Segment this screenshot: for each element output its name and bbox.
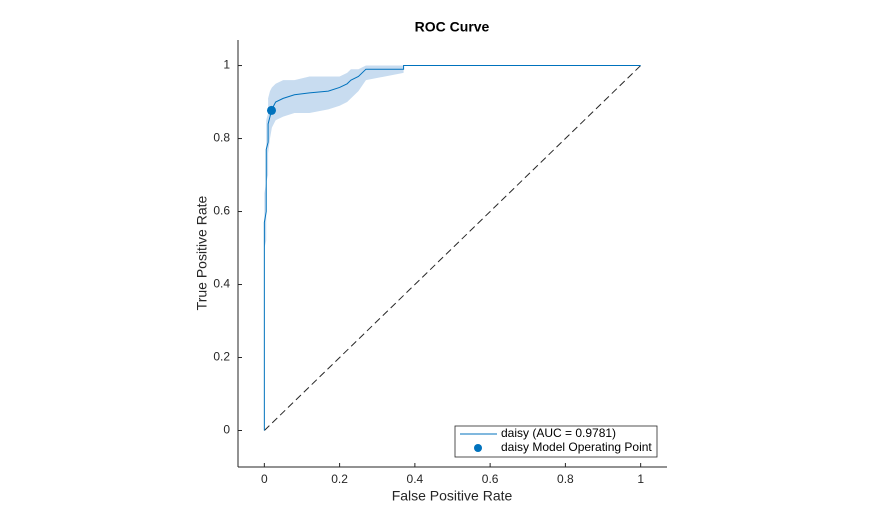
y-tick-label: 0: [223, 423, 230, 437]
x-axis-label: False Positive Rate: [392, 488, 513, 504]
legend-box: [454, 425, 658, 458]
x-tick-label: 0: [261, 472, 268, 486]
y-tick-label: 0.8: [213, 131, 230, 145]
x-tick-label: 1: [637, 472, 644, 486]
x-tick-label: 0.2: [331, 472, 348, 486]
y-tick-label: 0.4: [213, 277, 230, 291]
y-tick-label: 0.2: [213, 350, 230, 364]
operating-point: [266, 105, 276, 115]
chart-title: ROC Curve: [415, 19, 490, 35]
y-tick-label: 1: [223, 58, 230, 72]
legend-marker: [474, 444, 482, 452]
y-tick-label: 0.6: [213, 204, 230, 218]
legend-label: daisy Model Operating Point: [501, 440, 652, 454]
reference-line: [263, 65, 642, 431]
confidence-band: [264, 65, 641, 431]
y-axis-label: True Positive Rate: [194, 195, 210, 310]
x-tick-label: 0.4: [407, 472, 424, 486]
x-tick-label: 0.8: [557, 472, 574, 486]
x-tick-label: 0.6: [482, 472, 499, 486]
roc-line: [263, 65, 641, 431]
legend-label: daisy (AUC = 0.9781): [501, 426, 616, 440]
